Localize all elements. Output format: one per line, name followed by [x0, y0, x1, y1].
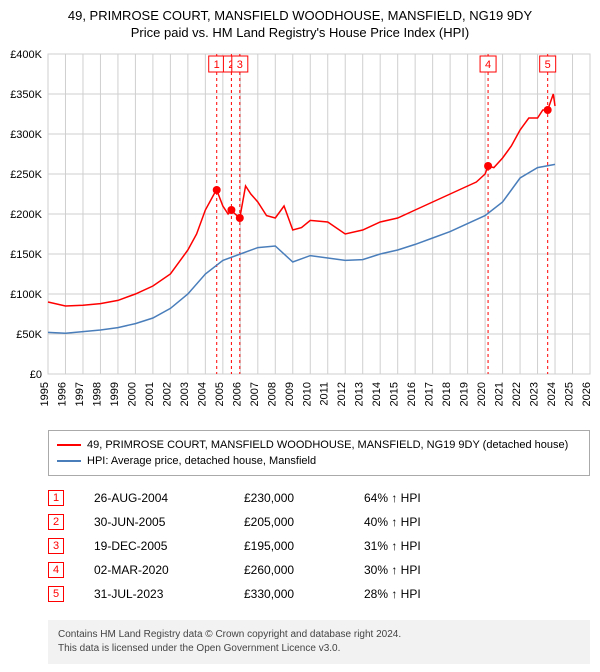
svg-text:2008: 2008 [266, 382, 278, 406]
sale-price: £205,000 [244, 515, 364, 529]
svg-text:£150K: £150K [10, 249, 42, 261]
svg-text:2019: 2019 [459, 382, 471, 406]
svg-text:£300K: £300K [10, 129, 42, 141]
svg-text:2002: 2002 [161, 382, 173, 406]
svg-text:2026: 2026 [581, 382, 593, 406]
sale-marker: 3 [48, 538, 64, 554]
svg-text:1996: 1996 [56, 382, 68, 406]
attribution-footer: Contains HM Land Registry data © Crown c… [48, 620, 590, 664]
svg-text:£200K: £200K [10, 209, 42, 221]
svg-text:£50K: £50K [16, 329, 42, 341]
sale-marker: 2 [48, 514, 64, 530]
svg-text:2011: 2011 [319, 382, 331, 406]
svg-text:£0: £0 [30, 369, 42, 381]
svg-text:2010: 2010 [301, 382, 313, 406]
svg-text:2014: 2014 [371, 382, 383, 406]
legend-label: HPI: Average price, detached house, Mans… [87, 455, 316, 467]
legend-swatch [57, 444, 81, 446]
svg-text:2007: 2007 [249, 382, 261, 406]
legend-label: 49, PRIMROSE COURT, MANSFIELD WOODHOUSE,… [87, 439, 568, 451]
sale-price: £230,000 [244, 491, 364, 505]
svg-text:2025: 2025 [564, 382, 576, 406]
sale-date: 02-MAR-2020 [94, 563, 244, 577]
footer-line1: Contains HM Land Registry data © Crown c… [58, 628, 580, 642]
price-chart: £0 £50K £100K £150K £200K £250K £300K £350K £400… [0, 44, 600, 424]
sale-price: £260,000 [244, 563, 364, 577]
svg-text:5: 5 [545, 59, 551, 71]
chart-title-block: 49, PRIMROSE COURT, MANSFIELD WOODHOUSE,… [0, 0, 600, 44]
svg-text:2006: 2006 [231, 382, 243, 406]
svg-text:2009: 2009 [284, 382, 296, 406]
sale-price: £195,000 [244, 539, 364, 553]
svg-text:1: 1 [214, 59, 220, 71]
svg-text:2012: 2012 [336, 382, 348, 406]
sale-row: 4 02-MAR-2020£260,00030% ↑ HPI [48, 558, 590, 582]
svg-text:1995: 1995 [39, 382, 51, 406]
svg-text:2003: 2003 [179, 382, 191, 406]
footer-line2: This data is licensed under the Open Gov… [58, 642, 580, 656]
svg-text:2016: 2016 [406, 382, 418, 406]
sale-marker: 5 [48, 586, 64, 602]
svg-text:2021: 2021 [494, 382, 506, 406]
sale-row: 1 26-AUG-2004£230,00064% ↑ HPI [48, 486, 590, 510]
svg-text:2004: 2004 [196, 382, 208, 406]
legend-swatch [57, 460, 81, 462]
legend-item: 49, PRIMROSE COURT, MANSFIELD WOODHOUSE,… [57, 437, 581, 453]
svg-text:1998: 1998 [91, 382, 103, 406]
svg-text:3: 3 [237, 59, 243, 71]
svg-text:£250K: £250K [10, 169, 42, 181]
sale-delta: 64% ↑ HPI [364, 491, 484, 505]
svg-text:2023: 2023 [529, 382, 541, 406]
sale-row: 3 19-DEC-2005£195,00031% ↑ HPI [48, 534, 590, 558]
svg-text:2024: 2024 [546, 382, 558, 406]
svg-text:2001: 2001 [144, 382, 156, 406]
title-address: 49, PRIMROSE COURT, MANSFIELD WOODHOUSE,… [0, 8, 600, 23]
sale-date: 31-JUL-2023 [94, 587, 244, 601]
sale-row: 2 30-JUN-2005£205,00040% ↑ HPI [48, 510, 590, 534]
svg-text:2015: 2015 [389, 382, 401, 406]
sale-row: 5 31-JUL-2023£330,00028% ↑ HPI [48, 582, 590, 606]
svg-text:1999: 1999 [109, 382, 121, 406]
title-subtitle: Price paid vs. HM Land Registry's House … [0, 25, 600, 40]
svg-text:2000: 2000 [126, 382, 138, 406]
svg-text:2022: 2022 [511, 382, 523, 406]
svg-text:2005: 2005 [214, 382, 226, 406]
legend-item: HPI: Average price, detached house, Mans… [57, 453, 581, 469]
sale-date: 26-AUG-2004 [94, 491, 244, 505]
svg-text:£100K: £100K [10, 289, 42, 301]
sale-marker: 4 [48, 562, 64, 578]
svg-text:4: 4 [485, 59, 491, 71]
chart-legend: 49, PRIMROSE COURT, MANSFIELD WOODHOUSE,… [48, 430, 590, 476]
sale-delta: 30% ↑ HPI [364, 563, 484, 577]
sales-table: 1 26-AUG-2004£230,00064% ↑ HPI 2 30-JUN-200… [48, 486, 590, 606]
svg-text:2020: 2020 [476, 382, 488, 406]
svg-text:2017: 2017 [424, 382, 436, 406]
svg-text:£400K: £400K [10, 49, 42, 61]
sale-date: 19-DEC-2005 [94, 539, 244, 553]
sale-price: £330,000 [244, 587, 364, 601]
sale-delta: 28% ↑ HPI [364, 587, 484, 601]
sale-date: 30-JUN-2005 [94, 515, 244, 529]
svg-text:2018: 2018 [441, 382, 453, 406]
svg-text:1997: 1997 [74, 382, 86, 406]
sale-marker: 1 [48, 490, 64, 506]
svg-text:2013: 2013 [354, 382, 366, 406]
sale-delta: 31% ↑ HPI [364, 539, 484, 553]
svg-text:£350K: £350K [10, 89, 42, 101]
sale-delta: 40% ↑ HPI [364, 515, 484, 529]
